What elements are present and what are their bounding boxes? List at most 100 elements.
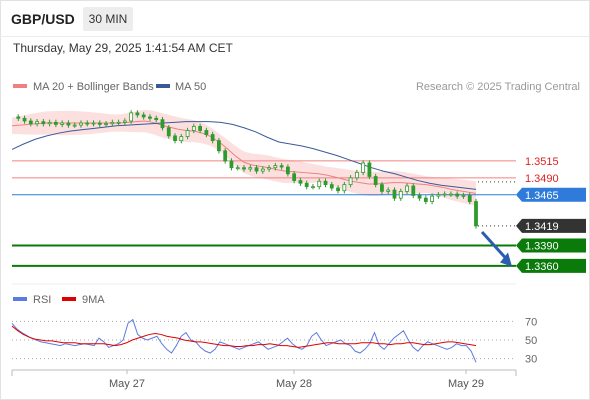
- bollinger-band-area: [12, 109, 476, 206]
- header-divider: [0, 36, 590, 37]
- candle-body: [60, 122, 65, 125]
- candle-body: [191, 126, 196, 131]
- candle-body: [279, 165, 284, 168]
- candle-body: [160, 119, 165, 129]
- level-tag-text: 1.3465: [525, 190, 559, 202]
- candle-body: [455, 193, 460, 197]
- ma20-legend-label: MA 20 + Bollinger Bands: [33, 81, 154, 93]
- rsi-tick-70: 70: [525, 316, 537, 328]
- candle-body: [229, 160, 234, 169]
- candle-body: [242, 167, 246, 170]
- candle-body: [248, 167, 253, 170]
- timeframe-badge[interactable]: 30 MIN: [83, 7, 133, 31]
- candle-body: [66, 122, 71, 126]
- ma20-legend-swatch: [13, 84, 27, 88]
- candle-body: [204, 130, 209, 135]
- candle-body: [97, 122, 102, 125]
- level-tag-1.3360: 1.3360: [516, 258, 586, 273]
- level-tag-1.3419: 1.3419: [516, 218, 586, 233]
- timestamp: Thursday, May 29, 2025 1:41:54 AM CET: [13, 41, 233, 55]
- research-credit: Research © 2025 Trading Central: [416, 81, 580, 93]
- candle-body: [72, 124, 77, 127]
- candle-body: [110, 121, 115, 125]
- candle-body: [354, 172, 359, 179]
- level-label-1.3515: 1.3515: [525, 156, 559, 168]
- candle-body: [254, 167, 259, 172]
- candle-body: [223, 150, 228, 162]
- candle-body: [79, 122, 83, 126]
- ma50-line: [11, 121, 477, 190]
- candle-body: [104, 123, 108, 126]
- level-tag-bg: [516, 187, 586, 202]
- candle-body: [449, 193, 453, 196]
- candle-body: [423, 197, 428, 202]
- x-tick-label: May 29: [448, 378, 484, 390]
- candle-body: [185, 130, 190, 137]
- x-tick-label: May 27: [109, 378, 145, 390]
- rsi-ma-legend-swatch: [62, 297, 76, 301]
- level-tag-text: 1.3419: [525, 221, 559, 233]
- candle-body: [129, 112, 134, 122]
- candle-body: [380, 184, 384, 192]
- level-tag-bg: [516, 258, 586, 273]
- candle-body: [329, 184, 334, 189]
- candle-body: [323, 180, 328, 186]
- candle-body: [122, 120, 127, 123]
- ma50-legend-swatch: [156, 84, 170, 88]
- candle-body: [317, 180, 322, 188]
- candle-body: [273, 165, 278, 169]
- candle-body: [336, 187, 340, 192]
- level-tag-1.3390: 1.3390: [516, 238, 586, 253]
- candle-body: [311, 186, 315, 189]
- candle-body: [260, 168, 265, 172]
- candle-body: [405, 185, 409, 192]
- candle-body: [35, 121, 39, 125]
- candle-body: [411, 185, 416, 196]
- rsi-legend-label: RSI: [33, 294, 51, 306]
- rsi-tick-30: 30: [525, 354, 537, 366]
- candle-body: [398, 190, 403, 199]
- candle-body: [361, 162, 366, 173]
- forecast-arrow-shaft: [480, 230, 508, 260]
- candle-body: [16, 116, 21, 119]
- candle-body: [148, 116, 152, 119]
- rsi-ma-line: [11, 325, 477, 348]
- candle-body: [430, 195, 435, 202]
- candle-body: [166, 127, 171, 137]
- candle-body: [47, 121, 52, 125]
- candle-body: [53, 121, 58, 125]
- bollinger-bands: [12, 109, 476, 206]
- candle-body: [386, 189, 391, 192]
- level-label-1.3490: 1.3490: [525, 173, 559, 185]
- candle-body: [135, 112, 140, 116]
- ma50-legend-label: MA 50: [175, 81, 206, 93]
- candle-body: [373, 176, 378, 186]
- candle-body: [392, 189, 397, 199]
- candle-body: [417, 195, 422, 199]
- rsi-ma-legend-label: 9MA: [82, 294, 105, 306]
- candle-body: [367, 162, 372, 177]
- candle-body: [179, 136, 184, 142]
- candle-body: [304, 182, 309, 188]
- chart-header: GBP/USD 30 MIN: [0, 0, 590, 36]
- candle-body: [22, 117, 27, 122]
- candle-body: [173, 135, 177, 142]
- candle-body: [91, 122, 96, 125]
- rsi-line: [11, 318, 477, 363]
- candle-body: [85, 122, 90, 125]
- candle-body: [267, 167, 271, 170]
- level-labels: 1.3515 1.3490 1.3465 1.3419 1.3390 1.3360: [516, 156, 586, 273]
- moving-averages: [11, 120, 477, 194]
- candle-body: [442, 193, 447, 196]
- level-tag-text: 1.3390: [525, 241, 559, 253]
- symbol-title: GBP/USD: [11, 11, 75, 27]
- price-candles: [16, 110, 478, 229]
- candle-body: [28, 120, 33, 125]
- candle-body: [154, 117, 159, 121]
- candle-body: [198, 126, 203, 131]
- x-tick-label: May 28: [276, 378, 312, 390]
- candle-body: [342, 184, 347, 192]
- ma20-line: [11, 120, 477, 194]
- candle-body: [467, 195, 472, 202]
